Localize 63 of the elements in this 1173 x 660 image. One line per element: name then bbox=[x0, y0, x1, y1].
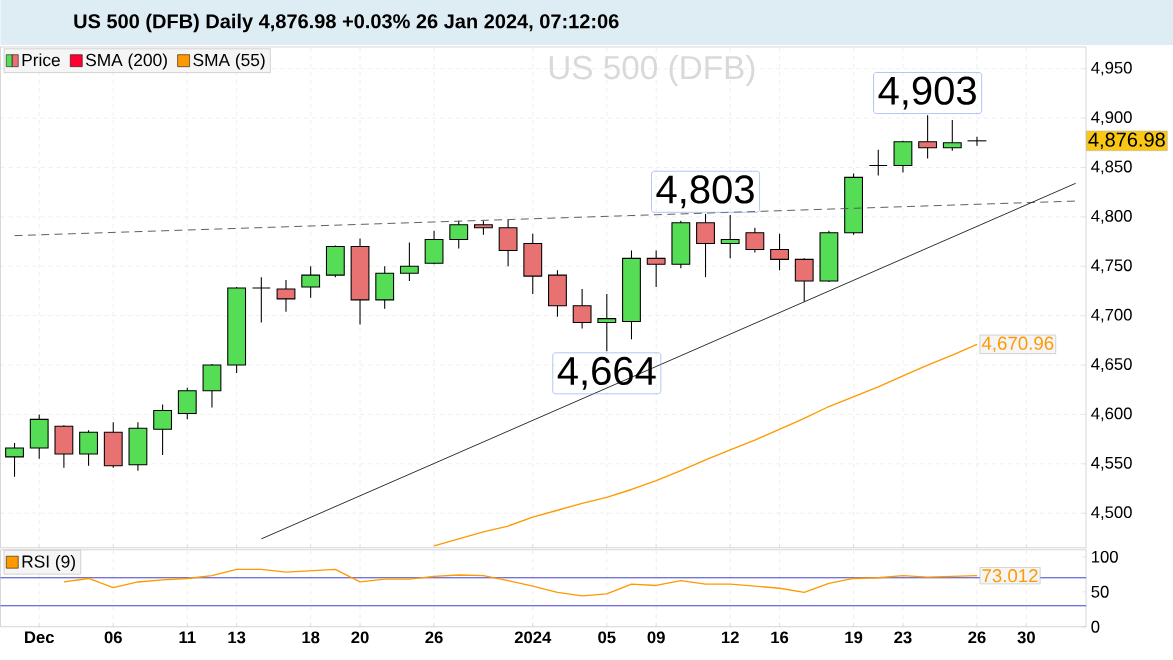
y-tick-label: 50 bbox=[1091, 586, 1109, 598]
x-tick-label: 06 bbox=[104, 631, 122, 644]
candlestick bbox=[868, 149, 888, 177]
candlestick bbox=[79, 429, 98, 467]
y-tick-label: 100 bbox=[1092, 551, 1118, 563]
candlestick bbox=[720, 214, 740, 260]
candlestick bbox=[893, 140, 913, 174]
data-label: 73.012 bbox=[982, 569, 1038, 583]
candlestick bbox=[745, 227, 765, 254]
x-tick-label: 11 bbox=[179, 631, 196, 644]
candlestick bbox=[276, 279, 296, 313]
y-tick-label: 4,750 bbox=[1091, 259, 1132, 274]
annotation: 4,903 bbox=[878, 76, 976, 110]
candlestick bbox=[572, 288, 592, 330]
y-tick-label: 4,850 bbox=[1091, 160, 1132, 175]
x-tick-label: 13 bbox=[228, 631, 246, 644]
candlestick bbox=[646, 250, 666, 288]
data-label: 4,670.96 bbox=[981, 336, 1054, 353]
legend-label: SMA (200) bbox=[85, 53, 167, 70]
legend-label: RSI (9) bbox=[22, 555, 75, 572]
legend-label: SMA (55) bbox=[193, 53, 265, 70]
text: 4,876.98 bbox=[1088, 132, 1165, 150]
candlestick bbox=[153, 404, 173, 456]
candlestick bbox=[5, 442, 24, 478]
y-tick-label: 4,900 bbox=[1091, 111, 1132, 126]
legend-label: Price bbox=[22, 53, 60, 67]
annotation: 4,803 bbox=[656, 175, 754, 209]
candlestick bbox=[918, 114, 938, 160]
candlestick bbox=[942, 119, 962, 152]
x-tick-label: Dec bbox=[25, 631, 54, 644]
y-tick-label: 4,950 bbox=[1091, 61, 1132, 76]
y-tick-label: 4,600 bbox=[1091, 407, 1132, 422]
x-tick-label: 30 bbox=[1017, 631, 1035, 644]
x-tick-label: 2024 bbox=[514, 631, 552, 644]
candlestick bbox=[449, 220, 469, 250]
x-tick-label: 09 bbox=[647, 631, 665, 644]
y-tick-label: 4,650 bbox=[1091, 358, 1132, 373]
candlestick bbox=[399, 242, 419, 282]
x-tick-label: 16 bbox=[771, 631, 789, 644]
x-tick-label: 12 bbox=[721, 631, 739, 644]
candlestick bbox=[301, 265, 321, 299]
y-tick-label: 0 bbox=[1091, 620, 1100, 633]
chart-title: US 500 (DFB) Daily 4,876.98 +0.03% 26 Jan 2024, 07:12:06 bbox=[74, 13, 619, 33]
candlestick bbox=[794, 257, 814, 303]
x-tick-label: 18 bbox=[302, 631, 320, 644]
x-tick-label: 26 bbox=[425, 631, 443, 644]
x-tick-label: 26 bbox=[968, 631, 986, 644]
candlestick bbox=[696, 213, 715, 278]
candlestick bbox=[770, 233, 789, 271]
candlestick bbox=[967, 136, 987, 147]
x-tick-label: 19 bbox=[845, 631, 863, 644]
candlestick bbox=[177, 387, 197, 421]
x-tick-label: 23 bbox=[894, 631, 912, 644]
candlestick bbox=[498, 219, 518, 267]
y-tick-label: 4,700 bbox=[1091, 308, 1132, 323]
candlestick bbox=[424, 230, 444, 265]
y-tick-label: 4,500 bbox=[1091, 506, 1132, 521]
y-tick-label: 4,550 bbox=[1091, 457, 1132, 471]
x-tick-label: 05 bbox=[598, 631, 616, 644]
y-tick-label: 4,800 bbox=[1091, 210, 1132, 224]
candlestick bbox=[251, 276, 271, 324]
candlestick bbox=[597, 293, 617, 352]
x-tick-label: 20 bbox=[351, 631, 369, 644]
